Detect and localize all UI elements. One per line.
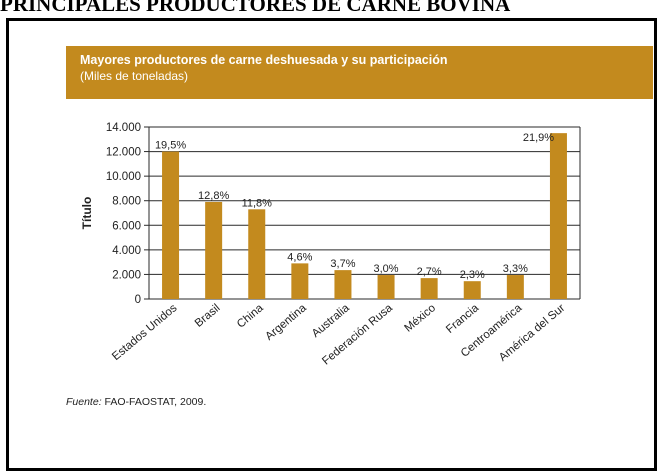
category-label: México (402, 302, 438, 335)
category-label: Francia (444, 302, 482, 336)
category-label: Argentina (263, 302, 309, 343)
y-tick-label: 14.000 (106, 122, 141, 134)
chart-title: Mayores productores de carne deshuesada … (80, 53, 448, 67)
bar (162, 151, 180, 299)
data-label: 3,0% (374, 263, 399, 275)
data-label: 19,5% (155, 140, 186, 152)
page-heading: PRINCIPALES PRODUCTORES DE CARNE BOVINA (0, 0, 511, 15)
data-label: 21,9% (523, 132, 554, 144)
category-label: Estados Unidos (110, 302, 180, 363)
bar (377, 275, 395, 299)
y-axis-label: Título (80, 197, 94, 230)
source-label: Fuente: (66, 396, 102, 408)
category-label: Brasil (193, 302, 223, 330)
bar (420, 278, 438, 299)
y-tick-label: 8.000 (112, 196, 141, 208)
source-note: Fuente: FAO-FAOSTAT, 2009. (66, 396, 206, 408)
source-text: FAO-FAOSTAT, 2009. (101, 396, 207, 408)
y-tick-label: 2.000 (112, 269, 141, 281)
y-tick-label: 4.000 (112, 245, 141, 257)
data-label: 3,3% (503, 263, 528, 275)
bar (205, 201, 223, 299)
bar (291, 263, 309, 299)
bar (334, 270, 352, 299)
data-label: 11,8% (242, 197, 273, 209)
data-label: 2,3% (460, 269, 485, 281)
bar (506, 275, 524, 299)
y-tick-label: 10.000 (106, 171, 141, 183)
y-tick-label: 6.000 (112, 220, 141, 232)
category-label: China (235, 302, 266, 331)
chart-subtitle: (Miles de toneladas) (80, 69, 189, 83)
y-tick-label: 12.000 (106, 147, 141, 159)
bar (549, 133, 567, 299)
data-label: 3,7% (330, 258, 355, 270)
bar (463, 281, 481, 299)
data-label: 12,8% (198, 190, 229, 202)
data-label: 2,7% (417, 266, 442, 278)
bar (248, 209, 266, 299)
data-label: 4,6% (287, 251, 312, 263)
y-tick-label: 0 (135, 294, 141, 306)
category-label: Australia (310, 302, 352, 340)
chart-header: Mayores productores de carne deshuesada … (66, 46, 653, 99)
